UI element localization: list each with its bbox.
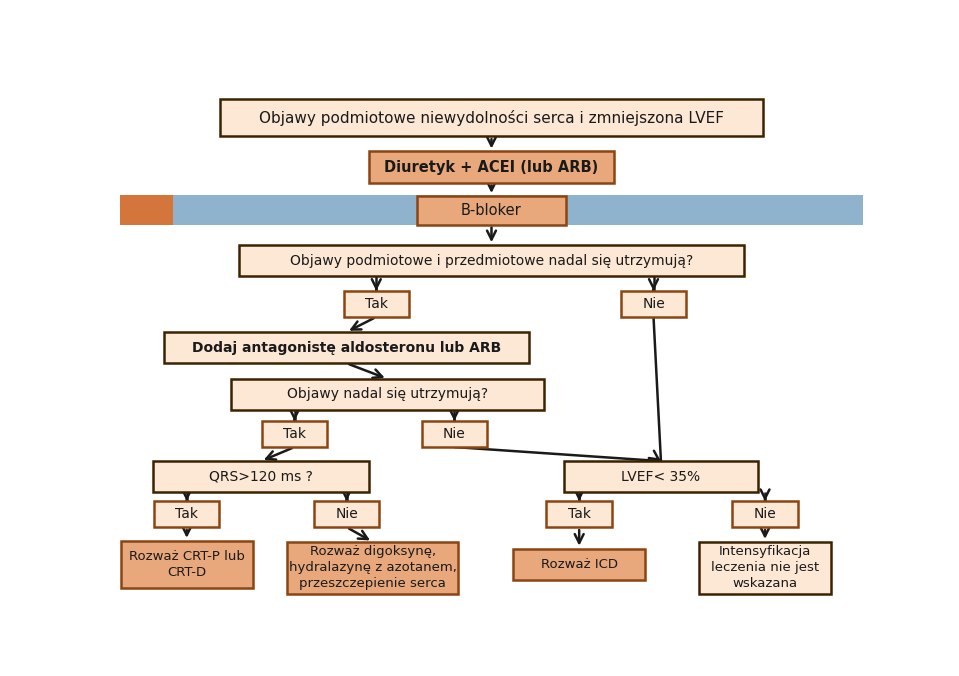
Text: B-bloker: B-bloker (461, 203, 522, 218)
FancyBboxPatch shape (262, 421, 327, 447)
FancyBboxPatch shape (547, 501, 612, 527)
Text: Intensyfikacja
leczenia nie jest
wskazana: Intensyfikacja leczenia nie jest wskazan… (711, 546, 819, 590)
FancyBboxPatch shape (314, 501, 379, 527)
Text: Tak: Tak (364, 297, 387, 311)
FancyBboxPatch shape (733, 501, 798, 527)
FancyBboxPatch shape (620, 291, 687, 317)
Text: QRS>120 ms ?: QRS>120 ms ? (209, 470, 313, 484)
FancyBboxPatch shape (417, 196, 566, 224)
FancyBboxPatch shape (287, 541, 458, 594)
FancyBboxPatch shape (699, 541, 831, 594)
FancyBboxPatch shape (239, 245, 744, 276)
Text: Nie: Nie (336, 507, 358, 521)
Text: Tak: Tak (175, 507, 199, 521)
Text: Rozważ CRT-P lub
CRT-D: Rozważ CRT-P lub CRT-D (129, 550, 245, 579)
FancyBboxPatch shape (231, 379, 544, 410)
FancyBboxPatch shape (121, 541, 253, 587)
Text: Tak: Tak (283, 427, 306, 441)
FancyBboxPatch shape (154, 501, 220, 527)
FancyBboxPatch shape (165, 332, 528, 363)
Text: Objawy podmiotowe niewydolności serca i zmniejszona LVEF: Objawy podmiotowe niewydolności serca i … (259, 110, 724, 126)
FancyBboxPatch shape (221, 99, 762, 137)
Bar (174, 195, 863, 225)
Text: Nie: Nie (443, 427, 466, 441)
Text: Objawy podmiotowe i przedmiotowe nadal się utrzymują?: Objawy podmiotowe i przedmiotowe nadal s… (290, 254, 693, 268)
Text: Rozważ ICD: Rozważ ICD (541, 558, 618, 571)
Text: LVEF< 35%: LVEF< 35% (621, 470, 700, 484)
FancyBboxPatch shape (343, 291, 409, 317)
Text: Rozważ digoksynę,
hydralazynę z azotanem,
przeszczepienie serca: Rozważ digoksynę, hydralazynę z azotanem… (289, 546, 456, 590)
Bar (120, 195, 174, 225)
FancyBboxPatch shape (422, 421, 487, 447)
Text: Nie: Nie (643, 297, 665, 311)
FancyBboxPatch shape (513, 548, 645, 580)
Text: Objawy nadal się utrzymują?: Objawy nadal się utrzymują? (287, 387, 488, 402)
Text: Dodaj antagonistę aldosteronu lub ARB: Dodaj antagonistę aldosteronu lub ARB (192, 341, 502, 355)
FancyBboxPatch shape (564, 461, 758, 492)
Text: Tak: Tak (568, 507, 591, 521)
Text: Nie: Nie (754, 507, 777, 521)
FancyBboxPatch shape (153, 461, 369, 492)
FancyBboxPatch shape (369, 151, 614, 183)
Text: Diuretyk + ACEI (lub ARB): Diuretyk + ACEI (lub ARB) (385, 160, 598, 174)
